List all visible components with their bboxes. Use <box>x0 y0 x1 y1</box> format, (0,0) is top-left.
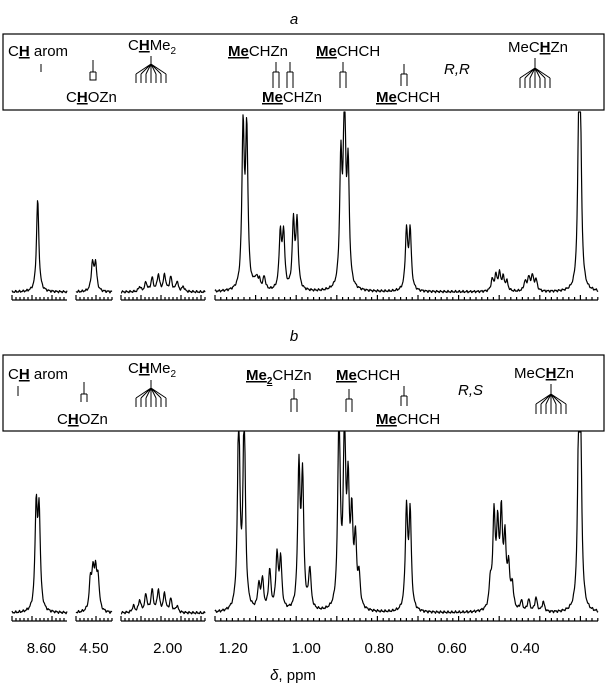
b-label-me2chzn: Me2CHZn <box>246 367 312 387</box>
a-doublet-mechzn-2 <box>286 62 294 88</box>
b-doublet-chozn <box>80 382 88 402</box>
a-label-mechzn: MeCHZn <box>228 43 288 60</box>
b-spectrum-trace-2 <box>75 559 113 614</box>
panel-b-label-box <box>2 354 605 432</box>
b-label-chozn: CHOZn <box>57 411 108 428</box>
b-axis-segment-4 <box>214 616 599 622</box>
a-spectrum-trace-1 <box>11 200 68 294</box>
a-label-ch-arom: CH arom <box>8 43 68 60</box>
a-label-mechzn-2: MeCHZn <box>262 89 322 106</box>
a-doublet-mechzn-1 <box>272 62 280 88</box>
a-label-mechch: MeCHCH <box>316 43 380 60</box>
a-doublet-mechch-2 <box>400 64 408 86</box>
b-axis-segment-1 <box>11 616 67 622</box>
x-tick-label: 4.50 <box>79 640 108 657</box>
x-tick-label: 8.60 <box>27 640 56 657</box>
x-tick-label: 2.00 <box>153 640 182 657</box>
b-label-mechch-2: MeCHCH <box>376 411 440 428</box>
b-label-ch-arom: CH arom <box>8 366 68 383</box>
b-spectrum-trace-4 <box>214 431 599 614</box>
a-multiplet-mechzn <box>519 58 551 88</box>
a-axis-segment-1 <box>11 295 67 301</box>
a-spectrum-trace-3 <box>120 272 206 294</box>
x-axis-tick-labels: 8.60 4.50 2.00 1.20 1.00 0.80 0.60 0.40 <box>27 640 540 657</box>
a-doublet-chozn <box>89 60 97 81</box>
panel-b-letter: b <box>290 328 298 345</box>
x-tick-label: 0.40 <box>510 640 539 657</box>
b-multiplet-chme2 <box>135 380 167 407</box>
b-spectrum-trace-3 <box>120 588 206 615</box>
b-multiplet-mechzn <box>535 384 567 414</box>
b-doublet-mechch <box>345 389 353 412</box>
a-label-chozn: CHOZn <box>66 89 117 106</box>
b-axis-segment-3 <box>120 616 206 622</box>
panel-a-label-box <box>2 33 605 111</box>
x-tick-label: 1.20 <box>219 640 248 657</box>
x-tick-label: 0.80 <box>364 640 393 657</box>
a-doublet-mechch <box>339 62 347 88</box>
panel-a-letter: a <box>290 11 298 28</box>
a-axis-segment-4 <box>214 295 599 301</box>
b-label-chme2: CHMe2 <box>128 360 177 380</box>
b-label-mechzn-h: MeCHZn <box>514 365 574 382</box>
a-axis-segment-3 <box>120 295 206 301</box>
a-label-mechzn-h: MeCHZn <box>508 39 568 56</box>
x-tick-label: 1.00 <box>292 640 321 657</box>
a-spectrum-trace-2 <box>75 259 113 294</box>
b-axis-segment-2 <box>75 616 113 622</box>
spectrum-b <box>11 431 599 622</box>
a-label-chme2: CHMe2 <box>128 37 177 57</box>
a-multiplet-chme2 <box>135 56 167 83</box>
b-doublet-me2chzn <box>290 389 298 412</box>
a-axis-segment-2 <box>75 295 113 301</box>
b-doublet-mechch-2 <box>400 386 408 406</box>
a-label-mechch-2: MeCHCH <box>376 89 440 106</box>
a-stereo-label: R,R <box>444 61 470 78</box>
b-label-mechch: MeCHCH <box>336 367 400 384</box>
x-axis-title: δ, ppm <box>270 667 316 684</box>
spectrum-a <box>11 111 599 301</box>
b-spectrum-trace-1 <box>11 493 68 615</box>
b-stereo-label: R,S <box>458 382 483 399</box>
a-spectrum-trace-4 <box>214 111 599 294</box>
x-tick-label: 0.60 <box>437 640 466 657</box>
